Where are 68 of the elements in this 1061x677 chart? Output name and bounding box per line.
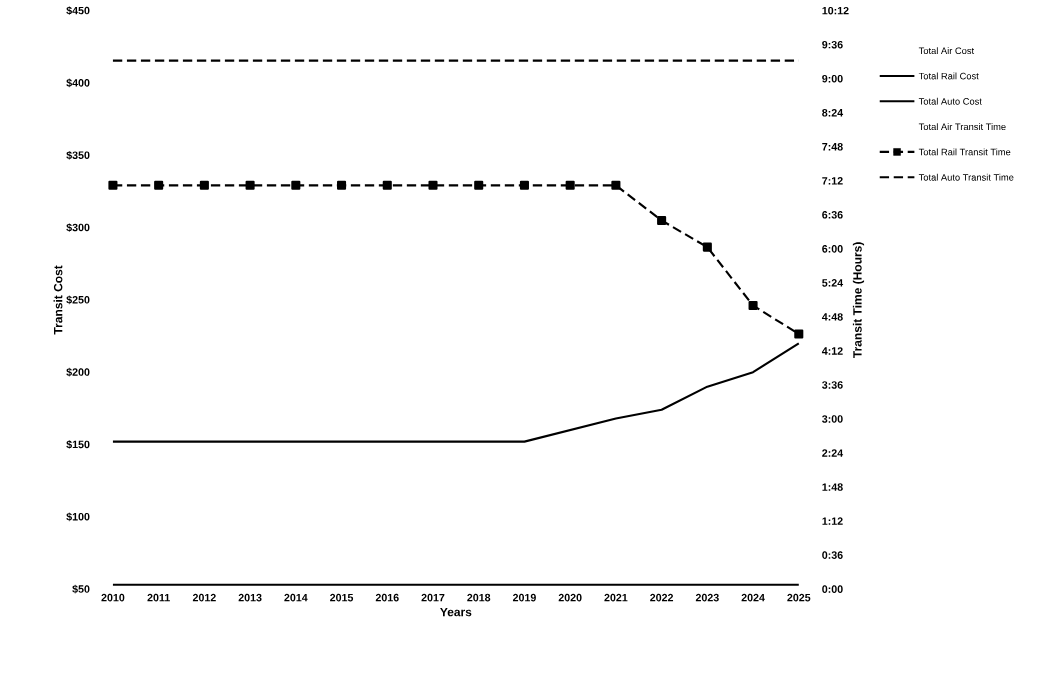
point (519, 180, 529, 190)
y2-tick-label: 7:12 (822, 177, 843, 185)
y2-tick-label: 5:24 (822, 279, 844, 287)
x-tick-label: 2012 (192, 593, 216, 602)
y2-tick-label: 4:12 (821, 347, 843, 355)
y2-tick-label: 10:12 (822, 6, 849, 15)
y-tick-label: $350 (66, 150, 90, 160)
x-tick-label: 2022 (650, 593, 674, 602)
y2-tick-label: 6:36 (822, 211, 843, 219)
y2-tick-label: 2:24 (822, 449, 844, 457)
point (291, 180, 301, 190)
x-tick-label: 2014 (284, 593, 308, 602)
y-tick-label: $400 (66, 78, 90, 88)
point (108, 180, 118, 190)
point (337, 180, 347, 190)
y2-axis-title: Transit Time (Hours) (852, 242, 865, 358)
y2-tick-label: 3:00 (822, 415, 843, 423)
y2-tick-label: 0:36 (822, 551, 843, 559)
x-tick-label: 2015 (330, 593, 354, 602)
legend-label: Total Rail Transit Time (918, 148, 1011, 156)
x-tick-label: 2021 (604, 593, 628, 602)
y-tick-label: $300 (66, 223, 90, 232)
x-tick-label: 2019 (512, 593, 536, 602)
point (611, 180, 621, 190)
y2-tick-label: 4:48 (821, 313, 843, 321)
point (245, 180, 255, 190)
x-tick-label: 2010 (101, 593, 125, 602)
x-tick-label: 2018 (467, 593, 491, 602)
point (748, 300, 758, 311)
y-tick-label: $200 (66, 367, 90, 377)
x-tick-label: 2011 (147, 593, 170, 602)
y-tick-label: $100 (66, 512, 90, 522)
legend-label: Total Auto Cost (918, 97, 982, 105)
point (199, 180, 209, 190)
y2-tick-label: 7:48 (822, 142, 843, 151)
point (657, 215, 667, 225)
y2-tick-label: 6:00 (822, 245, 843, 253)
point (428, 180, 438, 190)
text: Total Air Cost (918, 47, 975, 55)
point (382, 180, 392, 190)
x-tick-label: 2025 (787, 593, 811, 602)
y-tick-label: $50 (72, 584, 90, 594)
x-axis-title: Years (440, 607, 472, 617)
legend-label: Total Auto Transit Time (918, 173, 1014, 181)
y-axis-title: Transit Cost (53, 265, 63, 335)
x-tick-label: 2023 (695, 593, 719, 602)
point (474, 180, 484, 190)
y2-tick-label: 8:24 (822, 108, 844, 117)
x-tick-label: 2016 (375, 593, 399, 602)
x-tick-label: 2013 (238, 593, 262, 602)
y2-tick-label: 1:48 (822, 483, 843, 491)
y2-tick-label: 9:00 (822, 74, 843, 83)
point (702, 242, 712, 252)
y-tick-label: $450 (66, 6, 90, 15)
x-tick-label: 2024 (741, 593, 765, 602)
y-tick-label: $250 (66, 295, 90, 305)
point (565, 180, 575, 190)
point (154, 180, 164, 190)
y-tick-label: $150 (66, 440, 90, 449)
y2-tick-label: 9:36 (822, 40, 843, 49)
y2-tick-label: 0:00 (822, 585, 843, 593)
point (794, 329, 804, 339)
text: Total Air Transit Time (918, 123, 1006, 130)
legend-label: Total Rail Cost (918, 72, 979, 80)
x-tick-label: 2020 (558, 593, 582, 602)
x-tick-label: 2017 (421, 593, 445, 602)
y2-tick-label: 3:36 (822, 381, 843, 389)
y2-tick-label: 1:12 (822, 517, 843, 525)
